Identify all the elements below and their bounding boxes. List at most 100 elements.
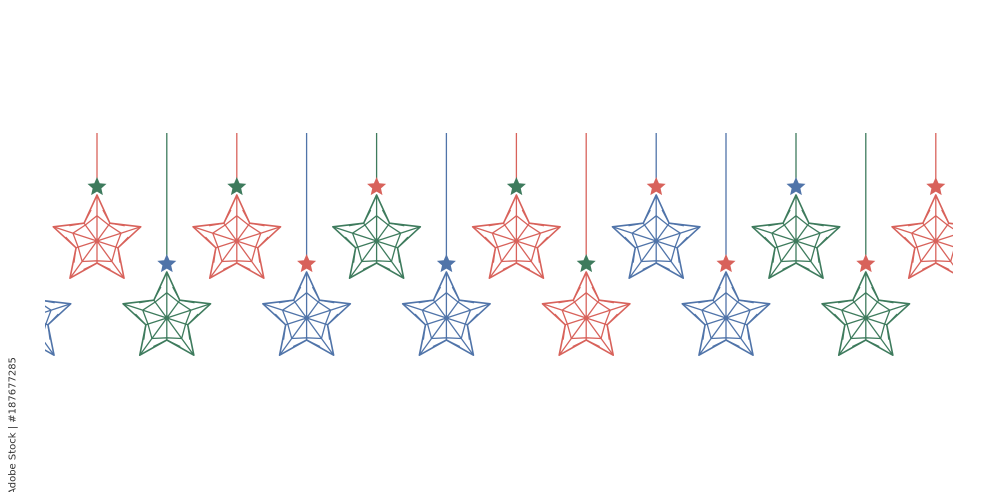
star-facet	[957, 248, 959, 263]
star-facet	[886, 324, 890, 340]
star-spoke	[376, 222, 391, 242]
star-facet	[223, 262, 238, 271]
star-facet	[842, 324, 846, 340]
cap-star-icon	[576, 254, 596, 273]
star-facet	[782, 209, 791, 224]
star-spoke	[865, 299, 880, 319]
star-facet	[362, 262, 377, 271]
star-facet	[69, 222, 85, 227]
star-facet	[764, 236, 776, 249]
star-center	[723, 315, 729, 321]
star-spoke	[306, 303, 351, 319]
star-center	[304, 315, 310, 321]
star-facet	[694, 313, 706, 326]
top-star	[471, 133, 561, 280]
star-center	[933, 238, 939, 244]
star-spoke	[425, 317, 447, 326]
cap-star-icon	[227, 177, 247, 196]
star-facet	[838, 299, 853, 304]
star-facet	[117, 247, 121, 263]
star-facet	[73, 247, 77, 263]
star-spoke	[844, 317, 867, 326]
star-facet	[451, 286, 460, 301]
star-spoke	[96, 222, 111, 242]
star-spoke	[795, 240, 824, 279]
star-facet	[562, 324, 566, 340]
star-spoke	[236, 240, 265, 279]
star-facet	[746, 324, 750, 340]
star-facet	[746, 313, 758, 326]
star-facet	[738, 299, 754, 304]
star-spoke	[515, 222, 530, 242]
star-facet	[466, 313, 479, 326]
star-spoke	[418, 317, 447, 356]
star-facet	[676, 247, 680, 263]
star-spoke	[935, 222, 950, 242]
star-spoke	[166, 317, 188, 326]
star-facet	[852, 286, 861, 301]
top-star	[192, 133, 282, 280]
star-inner-pattern	[45, 305, 52, 330]
star-facet	[712, 286, 721, 301]
star-facet	[236, 262, 251, 271]
star-center	[653, 238, 659, 244]
star-spoke	[139, 317, 168, 356]
star-spoke	[306, 299, 321, 319]
star-center	[443, 315, 449, 321]
star-spoke	[83, 222, 98, 242]
cap-star-icon	[297, 254, 317, 273]
star-facet	[772, 247, 776, 263]
star-facet	[642, 262, 657, 271]
star-spoke	[502, 222, 517, 242]
star-facet	[834, 313, 846, 326]
bottom-star	[122, 133, 212, 357]
star-facet	[172, 286, 181, 301]
star-spoke	[795, 240, 818, 249]
star-facet	[27, 340, 41, 347]
star-spoke	[96, 240, 119, 249]
star-spoke	[285, 317, 307, 326]
star-facet	[257, 236, 269, 249]
star-spoke	[655, 222, 670, 242]
star-facet	[572, 286, 581, 301]
star-facet	[632, 247, 636, 263]
star-facet	[878, 299, 894, 304]
top-star	[891, 133, 959, 280]
star-facet	[102, 209, 111, 224]
star-spoke	[332, 226, 377, 242]
star-spoke	[935, 234, 953, 242]
star-facet	[795, 262, 810, 271]
star-facet	[153, 286, 162, 301]
star-facet	[311, 286, 321, 301]
star-facet	[139, 299, 154, 304]
star-facet	[935, 262, 950, 271]
star-facet	[554, 313, 566, 326]
star-spoke	[515, 240, 544, 279]
star-facet	[521, 209, 530, 224]
star-spoke	[376, 226, 421, 242]
star-facet	[13, 340, 27, 347]
star-spoke	[572, 299, 587, 319]
star-facet	[205, 236, 217, 249]
star-facet	[422, 324, 427, 340]
star-facet	[242, 209, 251, 224]
star-facet	[397, 236, 409, 249]
star-spoke	[192, 226, 238, 242]
star-spoke	[922, 222, 937, 242]
star-spoke	[585, 317, 608, 326]
cap-star-icon	[157, 254, 177, 273]
star-facet	[376, 262, 391, 271]
bottom-star	[13, 299, 72, 357]
star-facet	[725, 339, 740, 348]
star-facet	[278, 299, 294, 304]
star-facet	[516, 262, 531, 271]
top-star	[332, 133, 422, 280]
star-facet	[591, 286, 600, 301]
star-spoke	[891, 226, 937, 242]
star-spoke	[565, 317, 587, 326]
star-spoke	[752, 226, 797, 242]
star-facet	[293, 286, 302, 301]
star-spoke	[821, 303, 867, 319]
star-facet	[83, 262, 98, 271]
